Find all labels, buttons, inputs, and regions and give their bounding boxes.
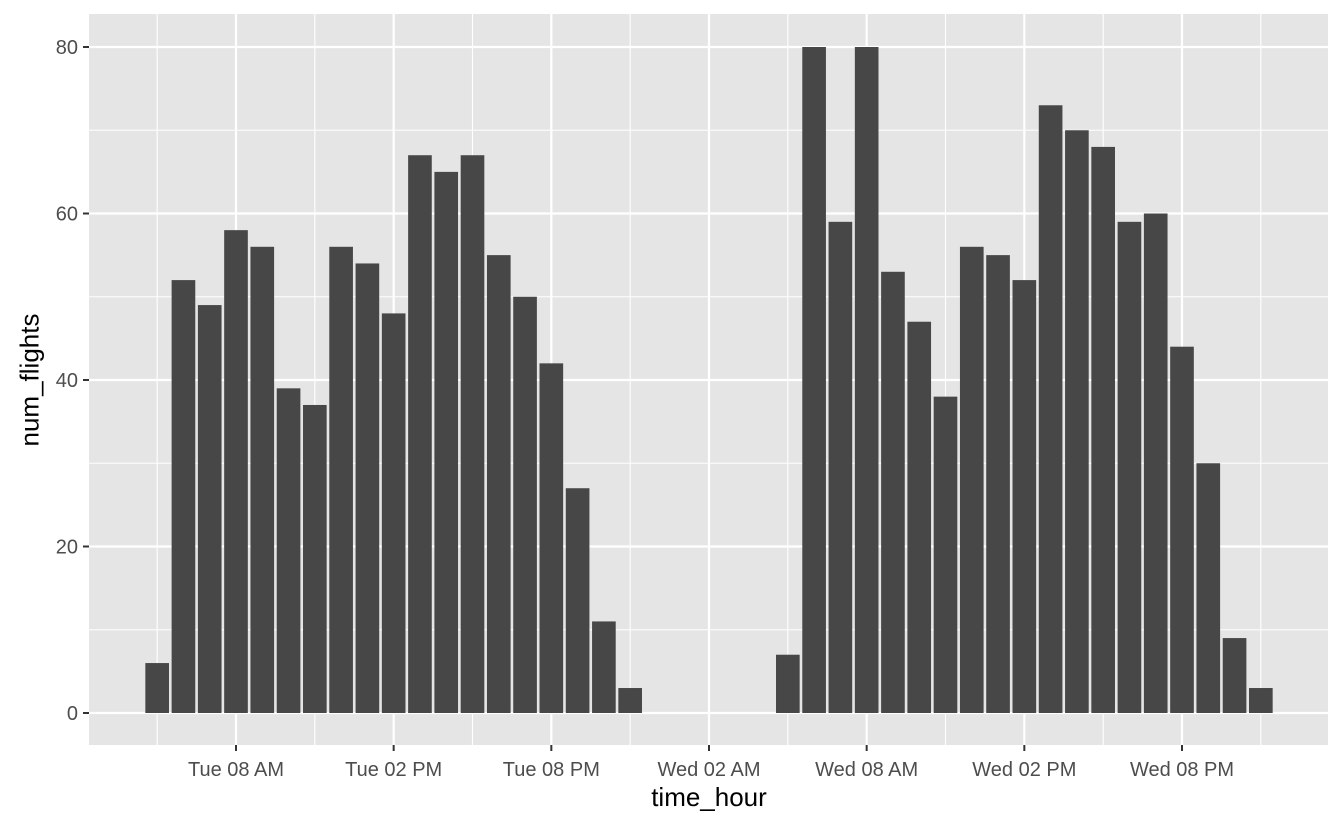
bar (539, 363, 564, 713)
bar (381, 313, 406, 713)
bar (1012, 280, 1037, 713)
bar (592, 621, 616, 713)
bar (907, 321, 932, 713)
bar (276, 388, 301, 713)
bar (1196, 463, 1221, 713)
y-tick-label: 60 (56, 204, 78, 226)
x-tick-label: Wed 02 AM (657, 759, 760, 781)
bar (197, 305, 222, 713)
bar (434, 171, 459, 713)
bar (250, 246, 275, 714)
bar (355, 263, 380, 713)
y-tick-label: 80 (56, 37, 78, 59)
bar (854, 47, 879, 713)
x-tick-label: Wed 02 PM (972, 759, 1076, 781)
bar (224, 230, 248, 713)
bar (1038, 105, 1063, 713)
bar (408, 155, 432, 714)
bar (828, 221, 853, 713)
bar (486, 255, 511, 713)
bar (802, 47, 826, 713)
x-tick-label: Wed 08 PM (1130, 759, 1234, 781)
bar (959, 246, 984, 714)
bar (986, 255, 1010, 713)
bar (329, 246, 353, 714)
x-tick-label: Tue 08 AM (188, 759, 284, 781)
bar (303, 404, 327, 713)
bar (1249, 688, 1273, 713)
bar (776, 654, 800, 713)
x-tick-label: Tue 02 PM (345, 759, 442, 781)
bar (881, 271, 905, 713)
bar (1170, 346, 1194, 713)
x-axis-title: time_hour (651, 782, 767, 812)
y-tick-label: 0 (67, 703, 78, 725)
bar (460, 155, 485, 714)
x-tick-label: Wed 08 AM (815, 759, 918, 781)
y-axis-title: num_flights (14, 313, 45, 447)
bar (513, 296, 537, 713)
bar (171, 280, 196, 713)
bar (618, 688, 642, 713)
bar (1117, 221, 1142, 713)
bar (1065, 130, 1089, 713)
bar (145, 663, 169, 713)
bar (933, 396, 958, 713)
bar (565, 488, 590, 713)
y-tick-label: 20 (56, 537, 78, 559)
y-tick-label: 40 (56, 370, 78, 392)
bar (1222, 638, 1247, 713)
bar (1143, 213, 1168, 713)
bar (1091, 146, 1115, 713)
x-tick-label: Tue 08 PM (503, 759, 600, 781)
